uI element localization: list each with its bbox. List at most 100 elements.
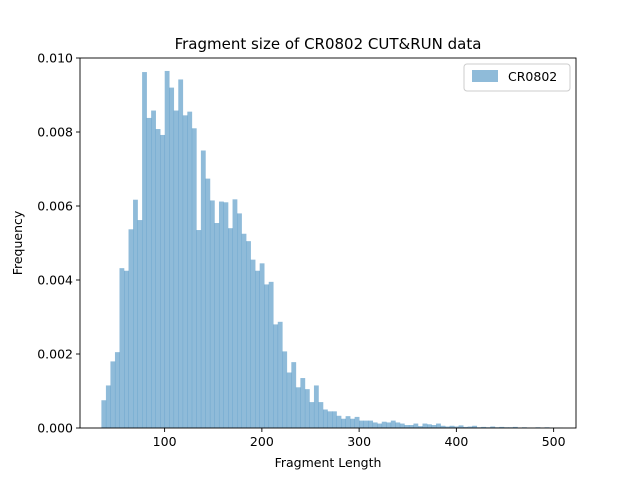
histogram-bar [214, 223, 220, 428]
plot-frame [79, 57, 577, 429]
histogram-bar [295, 387, 301, 428]
histogram-bar [200, 150, 206, 428]
histogram-bar [318, 402, 324, 428]
legend-label: CR0802 [508, 69, 557, 84]
histogram-bar [440, 425, 446, 428]
histogram-bar [282, 351, 288, 428]
histogram-bar [182, 115, 188, 428]
y-tick-label: 0.004 [37, 273, 73, 288]
histogram-bar [309, 402, 315, 428]
histogram-bar [350, 418, 355, 428]
histogram-bar [341, 418, 346, 428]
histogram-bar [164, 70, 170, 428]
x-tick-label: 300 [347, 434, 371, 449]
histogram-bar [336, 415, 342, 428]
histogram-bar [151, 110, 156, 428]
y-tick-label: 0.008 [37, 125, 73, 140]
histogram-bar [395, 422, 401, 428]
y-axis-label: Frequency [10, 210, 25, 275]
histogram-bar [427, 424, 432, 428]
histogram-bar [332, 411, 337, 428]
histogram-bar [422, 423, 428, 428]
histogram-bar [354, 416, 360, 428]
histogram-bar [187, 111, 193, 429]
histogram-bar [169, 87, 175, 428]
histogram-bar [291, 362, 297, 428]
histogram-bar [232, 199, 238, 428]
histogram-bar [512, 426, 518, 428]
y-tick-label: 0.000 [37, 421, 73, 436]
histogram-bar [273, 324, 279, 428]
histogram-bar [490, 426, 496, 428]
histogram-bar [133, 199, 138, 428]
histogram-bar [124, 270, 129, 428]
histogram-bar [228, 228, 233, 428]
histogram-bars [101, 70, 563, 429]
histogram-bar [246, 241, 251, 428]
histogram-bar [381, 421, 387, 428]
histogram-bar [259, 263, 265, 428]
histogram-bar [146, 117, 152, 428]
histogram-bar [454, 426, 459, 428]
histogram-bar [114, 352, 120, 428]
histogram-bar [408, 425, 414, 428]
histogram-bar [431, 425, 437, 428]
histogram-bar [363, 420, 369, 428]
y-axis-ticks: 0.000 0.002 0.004 0.006 0.008 0.010 [37, 51, 80, 436]
histogram-bar [399, 423, 405, 428]
histogram-bar [372, 422, 378, 428]
histogram-bar [255, 270, 260, 428]
legend-swatch [472, 70, 498, 82]
histogram-bar [101, 400, 107, 428]
histogram-bar [386, 422, 392, 428]
histogram-bar [304, 389, 310, 428]
histogram-bar [377, 423, 383, 428]
histogram-bar [467, 426, 473, 428]
legend: CR0802 [463, 63, 571, 92]
histogram-bar [137, 220, 143, 428]
x-axis-label: Fragment Length [275, 455, 382, 470]
x-tick-label: 200 [250, 434, 274, 449]
histogram-bar [223, 202, 229, 428]
y-tick-label: 0.010 [37, 51, 73, 66]
histogram-bar [155, 129, 161, 429]
histogram-bar [359, 420, 364, 428]
histogram-bar [300, 378, 306, 428]
histogram-bar [286, 372, 292, 428]
histogram-bar [237, 213, 242, 428]
histogram-bar [196, 230, 202, 428]
histogram-bar [458, 425, 464, 428]
histogram-bar [436, 423, 441, 428]
histogram-bar [345, 416, 351, 428]
histogram-bar [110, 361, 116, 428]
histogram-bar [413, 423, 419, 428]
histogram-bar [368, 420, 374, 428]
histogram-bar [481, 426, 487, 428]
histogram-bar [105, 385, 111, 428]
histogram-bar [472, 425, 478, 428]
x-tick-label: 500 [542, 434, 566, 449]
histogram-bar [417, 426, 423, 428]
histogram-bar [264, 284, 270, 428]
histogram-bar [445, 426, 450, 428]
histogram-bar [218, 201, 224, 428]
y-tick-label: 0.002 [37, 347, 73, 362]
histogram-bar [178, 79, 184, 429]
histogram-bar [241, 233, 247, 428]
histogram-bar [160, 134, 166, 428]
x-tick-label: 100 [153, 434, 177, 449]
histogram-bar [268, 281, 274, 428]
histogram-bar [449, 425, 455, 428]
histogram-bar [209, 200, 215, 428]
histogram-bar [327, 411, 333, 428]
chart-title: Fragment size of CR0802 CUT&RUN data [175, 35, 482, 53]
x-tick-label: 400 [444, 434, 468, 449]
histogram-bar [128, 229, 134, 428]
histogram-bar [499, 426, 505, 428]
histogram-bar [250, 259, 256, 428]
histogram-bar [277, 321, 283, 428]
histogram-bar [191, 128, 197, 429]
histogram-bar [205, 178, 211, 428]
histogram-bar [463, 426, 468, 428]
